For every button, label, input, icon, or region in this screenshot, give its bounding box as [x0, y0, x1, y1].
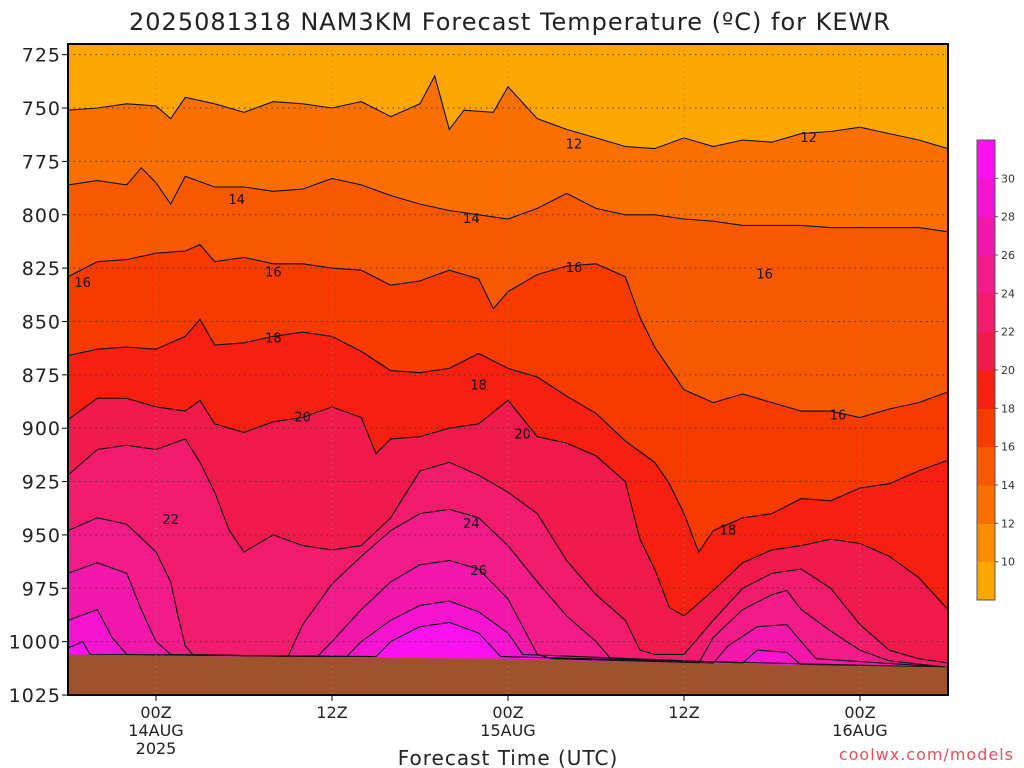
- contour-line-28: [68, 600, 948, 668]
- x-tick-label: 12Z: [668, 703, 699, 722]
- colorbar-swatch: [977, 140, 995, 179]
- contour-label-16: 16: [830, 408, 847, 423]
- contour-line-20: [68, 397, 948, 617]
- colorbar-swatch: [977, 485, 995, 524]
- contour-line-26: [68, 559, 948, 668]
- contour-label-16: 16: [566, 261, 583, 276]
- contour-label-24: 24: [463, 517, 480, 532]
- x-tick-label: 12Z: [316, 703, 347, 722]
- colorbar-swatch: [977, 523, 995, 563]
- contour-label-16: 16: [265, 265, 282, 280]
- colorbar-swatch: [977, 446, 995, 486]
- contour-label-12: 12: [566, 137, 583, 152]
- y-tick-label: 825: [22, 258, 61, 280]
- y-tick-label: 775: [22, 151, 61, 173]
- colorbar-swatch: [977, 370, 995, 409]
- contour-label-22: 22: [162, 513, 179, 528]
- y-tick-label: 1000: [9, 632, 61, 654]
- colorbar-label: 28: [1001, 211, 1015, 224]
- colorbar-label: 10: [1001, 556, 1015, 569]
- y-tick-label: 950: [22, 525, 61, 547]
- contour-line-18: [68, 318, 948, 554]
- contour-line-22: [68, 438, 948, 664]
- y-tick-label: 725: [22, 45, 61, 67]
- y-tick-label: 900: [22, 418, 61, 440]
- x-tick-label: 2025: [136, 739, 177, 758]
- colorbar-label: 30: [1001, 172, 1015, 185]
- contour-fill-group: 12 12 14 14 16 16 16 16 16 18 18 18 20 20 22 24 26: [68, 44, 948, 695]
- y-tick-label: 925: [22, 472, 61, 494]
- y-tick-label: 975: [22, 578, 61, 600]
- contour-label-14: 14: [463, 212, 480, 227]
- colorbar-swatch: [977, 408, 995, 448]
- contour-label-26: 26: [470, 564, 487, 579]
- credit-text: coolwx.com/models: [839, 745, 1014, 764]
- colorbar-label: 12: [1001, 517, 1015, 530]
- contour-label-18: 18: [720, 524, 737, 539]
- colorbar-swatch: [977, 561, 995, 601]
- chart-title: 2025081318 NAM3KM Forecast Temperature (…: [129, 8, 891, 36]
- contour-label-14: 14: [228, 193, 245, 208]
- colorbar-label: 26: [1001, 249, 1015, 262]
- surface-terrain: [68, 654, 948, 695]
- contour-line-24: [68, 508, 948, 668]
- x-tick-label: 14AUG: [128, 721, 183, 740]
- colorbar-swatch: [977, 331, 995, 371]
- y-tick-label: 750: [22, 98, 61, 120]
- contour-label-16: 16: [756, 268, 773, 283]
- x-tick-label: 00Z: [492, 703, 523, 722]
- colorbar-label: 14: [1001, 479, 1015, 492]
- x-tick-label: 16AUG: [832, 721, 887, 740]
- contour-label-18: 18: [265, 332, 282, 347]
- colorbar-label: 22: [1001, 326, 1015, 339]
- axes: 725 750 775 800 825 850 875 900 925 950 975 1000 102…: [9, 43, 949, 758]
- plot-area: 12 12 14 14 16 16 16 16 16 18 18 18 20 20 22 24 26: [68, 44, 948, 695]
- colorbar-swatch: [977, 178, 995, 218]
- contour-label-20: 20: [294, 411, 311, 426]
- colorbar: 10 12 14 16 18 20 22 24 26 28 30: [976, 139, 1015, 601]
- colorbar-swatch: [977, 293, 995, 333]
- y-tick-label: 800: [22, 205, 61, 227]
- colorbar-swatch: [977, 255, 995, 294]
- y-tick-label: 875: [22, 365, 61, 387]
- contour-label-12: 12: [800, 131, 817, 146]
- contour-label-20: 20: [514, 428, 531, 443]
- y-tick-label: 850: [22, 311, 61, 333]
- colorbar-swatch: [977, 216, 995, 256]
- contour-label-16: 16: [74, 276, 91, 291]
- contour-line-14: [68, 166, 948, 233]
- colorbar-label: 24: [1001, 287, 1015, 300]
- x-tick-label: 15AUG: [480, 721, 535, 740]
- contour-line-30: [68, 621, 948, 668]
- x-tick-label: 00Z: [140, 703, 171, 722]
- x-tick-label: 00Z: [844, 703, 875, 722]
- x-axis-label: Forecast Time (UTC): [398, 746, 619, 768]
- colorbar-label: 18: [1001, 402, 1015, 415]
- contour-line-12: [68, 74, 948, 150]
- colorbar-label: 20: [1001, 364, 1015, 377]
- contour-label-18: 18: [470, 379, 487, 394]
- colorbar-label: 16: [1001, 441, 1015, 454]
- y-tick-label: 1025: [9, 685, 61, 707]
